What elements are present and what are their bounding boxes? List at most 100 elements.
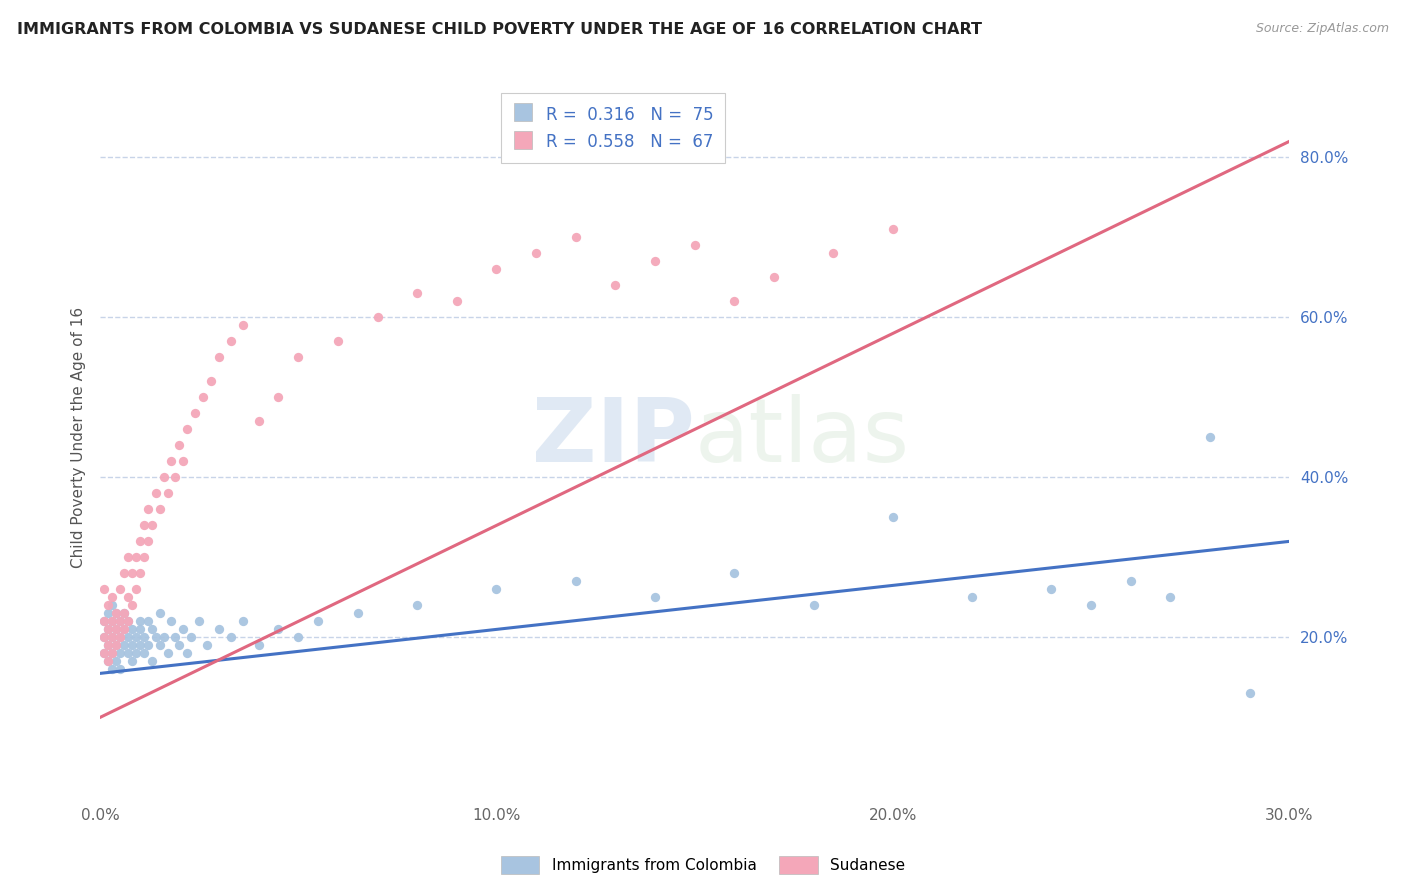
Point — [307, 615, 329, 629]
Point — [882, 222, 904, 236]
Point — [195, 639, 218, 653]
Point — [104, 639, 127, 653]
Point — [485, 582, 508, 597]
Point — [117, 591, 139, 605]
Point — [121, 566, 143, 581]
Point — [160, 454, 183, 468]
Point — [104, 607, 127, 621]
Text: atlas: atlas — [695, 394, 910, 481]
Y-axis label: Child Poverty Under the Age of 16: Child Poverty Under the Age of 16 — [72, 307, 86, 568]
Point — [97, 654, 120, 668]
Point — [128, 534, 150, 549]
Point — [108, 582, 131, 597]
Point — [93, 631, 115, 645]
Point — [128, 566, 150, 581]
Point — [108, 615, 131, 629]
Point — [180, 631, 202, 645]
Point — [762, 270, 785, 285]
Text: Source: ZipAtlas.com: Source: ZipAtlas.com — [1256, 22, 1389, 36]
Point — [112, 623, 135, 637]
Point — [565, 574, 588, 589]
Point — [193, 391, 215, 405]
Point — [93, 646, 115, 660]
Point — [101, 599, 124, 613]
Point — [565, 230, 588, 244]
Text: ZIP: ZIP — [531, 394, 695, 481]
Point — [644, 591, 666, 605]
Point — [208, 351, 231, 365]
Point — [132, 631, 155, 645]
Point — [287, 351, 309, 365]
Point — [97, 623, 120, 637]
Point — [112, 607, 135, 621]
Point — [121, 639, 143, 653]
Point — [125, 631, 148, 645]
Point — [101, 615, 124, 629]
Point — [1199, 430, 1222, 444]
Point — [232, 318, 254, 333]
Point — [644, 254, 666, 268]
Point — [108, 631, 131, 645]
Point — [1080, 599, 1102, 613]
Point — [125, 582, 148, 597]
Point — [136, 615, 159, 629]
Point — [1159, 591, 1181, 605]
Point — [104, 623, 127, 637]
Point — [232, 615, 254, 629]
Point — [104, 607, 127, 621]
Point — [200, 375, 222, 389]
Text: IMMIGRANTS FROM COLOMBIA VS SUDANESE CHILD POVERTY UNDER THE AGE OF 16 CORRELATI: IMMIGRANTS FROM COLOMBIA VS SUDANESE CHI… — [17, 22, 981, 37]
Point — [104, 639, 127, 653]
Point — [723, 294, 745, 309]
Point — [208, 623, 231, 637]
Point — [172, 454, 194, 468]
Point — [112, 607, 135, 621]
Point — [136, 534, 159, 549]
Point — [101, 615, 124, 629]
Point — [141, 654, 163, 668]
Point — [128, 615, 150, 629]
Point — [108, 631, 131, 645]
Point — [287, 631, 309, 645]
Point — [145, 486, 167, 500]
Point — [97, 639, 120, 653]
Point — [169, 639, 191, 653]
Point — [101, 646, 124, 660]
Point — [149, 502, 172, 516]
Point — [823, 246, 845, 260]
Point — [128, 639, 150, 653]
Point — [93, 646, 115, 660]
Point — [117, 631, 139, 645]
Legend: Immigrants from Colombia, Sudanese: Immigrants from Colombia, Sudanese — [495, 850, 911, 880]
Point — [93, 615, 115, 629]
Point — [149, 639, 172, 653]
Point — [132, 550, 155, 565]
Point — [93, 582, 115, 597]
Point — [141, 623, 163, 637]
Point — [176, 422, 198, 436]
Point — [1040, 582, 1063, 597]
Point — [152, 631, 174, 645]
Point — [97, 654, 120, 668]
Point — [267, 623, 290, 637]
Point — [121, 599, 143, 613]
Point — [160, 615, 183, 629]
Point — [188, 615, 211, 629]
Point — [446, 294, 468, 309]
Point — [101, 646, 124, 660]
Point — [104, 654, 127, 668]
Point — [882, 510, 904, 524]
Point — [101, 591, 124, 605]
Point — [97, 623, 120, 637]
Point — [406, 286, 429, 301]
Point — [1119, 574, 1142, 589]
Point — [132, 646, 155, 660]
Point — [1239, 686, 1261, 700]
Point — [172, 623, 194, 637]
Point — [367, 310, 389, 325]
Point — [485, 262, 508, 277]
Point — [117, 615, 139, 629]
Point — [524, 246, 547, 260]
Point — [117, 615, 139, 629]
Point — [93, 615, 115, 629]
